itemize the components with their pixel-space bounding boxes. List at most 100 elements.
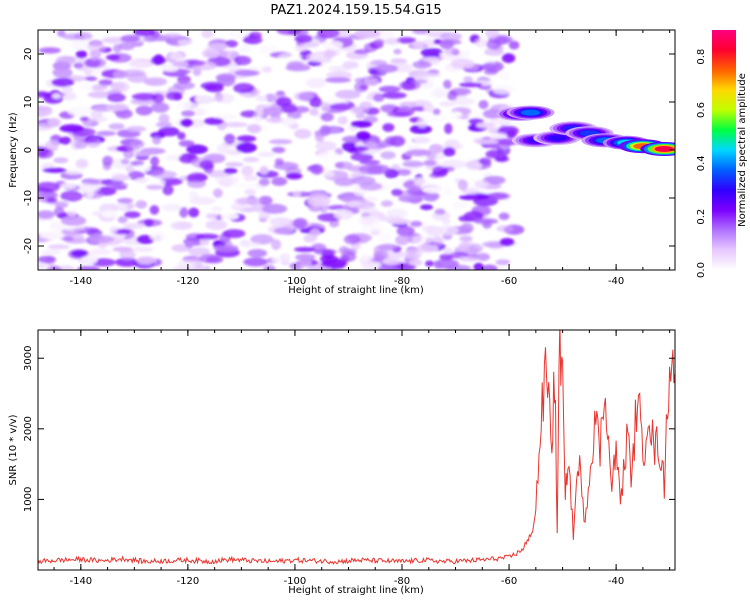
noise-blob <box>420 48 444 58</box>
noise-blob <box>416 117 428 128</box>
noise-blob <box>430 86 448 95</box>
noise-blob <box>70 40 93 48</box>
noise-blob <box>259 166 269 175</box>
noise-blob <box>179 207 189 218</box>
noise-blob <box>484 48 504 56</box>
noise-blob <box>377 265 399 270</box>
noise-blob <box>374 38 385 46</box>
noise-blob <box>203 117 224 126</box>
noise-blob <box>428 143 444 154</box>
noise-blob <box>86 187 94 198</box>
noise-blob <box>391 188 403 197</box>
noise-blob <box>317 30 340 39</box>
noise-blob <box>320 112 334 122</box>
noise-blob <box>199 159 215 170</box>
noise-blob <box>75 140 88 150</box>
noise-blob <box>165 91 183 101</box>
noise-blob <box>423 159 437 167</box>
noise-blob <box>460 222 474 234</box>
noise-blob <box>225 162 244 167</box>
noise-blob <box>42 191 58 200</box>
noise-blob <box>170 52 184 61</box>
noise-blob <box>293 218 308 229</box>
noise-blob <box>61 215 87 226</box>
noise-blob <box>432 165 449 176</box>
noise-blob <box>253 111 263 123</box>
noise-blob <box>443 79 452 90</box>
noise-blob <box>118 42 135 51</box>
noise-blob <box>320 102 331 112</box>
noise-blob <box>107 93 126 103</box>
noise-blob <box>186 144 208 155</box>
noise-blob <box>38 106 53 117</box>
noise-blob <box>215 73 236 82</box>
noise-blob <box>287 111 302 119</box>
noise-blob <box>105 103 129 112</box>
noise-blob <box>236 197 262 206</box>
noise-blob <box>354 49 370 55</box>
snr-background <box>38 330 675 570</box>
noise-blob <box>269 217 291 226</box>
noise-blob <box>463 76 473 83</box>
noise-blob <box>188 207 200 218</box>
noise-blob <box>271 176 288 186</box>
noise-blob <box>38 255 57 264</box>
colorbar-gradient <box>712 30 736 270</box>
noise-blob <box>474 38 489 48</box>
noise-blob <box>53 157 69 164</box>
noise-blob <box>481 264 498 270</box>
noise-blob <box>315 141 337 151</box>
noise-blob <box>224 133 236 145</box>
noise-blob <box>373 93 385 102</box>
colorbar-tick-label: 0.2 <box>696 209 707 225</box>
noise-blob <box>258 212 271 220</box>
figure-title: PAZ1.2024.159.15.54.G15 <box>270 3 441 18</box>
noise-blob <box>231 202 247 211</box>
x-tick-label: -140 <box>69 576 92 587</box>
spectrogram-x-label: Height of straight line (km) <box>288 285 424 296</box>
noise-blob <box>194 108 207 116</box>
noise-blob <box>292 190 301 198</box>
noise-blob <box>478 99 489 110</box>
noise-blob <box>126 125 147 133</box>
noise-blob <box>334 209 354 220</box>
noise-blob <box>135 151 152 157</box>
noise-blob <box>89 235 115 244</box>
noise-blob <box>384 136 398 145</box>
noise-blob <box>498 70 512 81</box>
noise-blob <box>38 181 60 193</box>
noise-blob <box>294 246 316 253</box>
noise-blob <box>46 197 58 204</box>
noise-blob <box>214 113 237 120</box>
noise-blob <box>473 262 484 270</box>
x-tick-label: -80 <box>394 576 410 587</box>
noise-blob <box>423 103 435 113</box>
noise-blob <box>350 120 373 128</box>
noise-blob <box>457 179 468 191</box>
noise-blob <box>412 60 432 69</box>
noise-blob <box>159 177 183 186</box>
noise-blob <box>442 247 453 255</box>
noise-blob <box>86 43 107 52</box>
snr-y-label: SNR (10 * v/v) <box>8 414 19 485</box>
noise-blob <box>60 86 74 93</box>
noise-blob <box>396 225 415 237</box>
noise-blob <box>458 194 478 201</box>
y-tick-label: -20 <box>23 238 34 254</box>
noise-blob <box>275 96 292 107</box>
noise-blob <box>408 79 428 84</box>
noise-blob <box>122 223 146 229</box>
noise-blob <box>494 36 509 45</box>
noise-blob <box>481 63 498 70</box>
noise-blob <box>158 126 180 137</box>
noise-blob <box>117 216 128 224</box>
noise-blob <box>42 167 67 173</box>
noise-blob <box>439 39 454 50</box>
noise-blob <box>257 151 276 157</box>
noise-blob <box>135 105 153 116</box>
noise-blob <box>412 41 426 49</box>
noise-blob <box>48 117 61 128</box>
noise-blob <box>125 165 135 173</box>
noise-blob <box>49 265 61 270</box>
spectrogram-y-ticks: -20 -10 0 10 20 <box>23 48 675 254</box>
